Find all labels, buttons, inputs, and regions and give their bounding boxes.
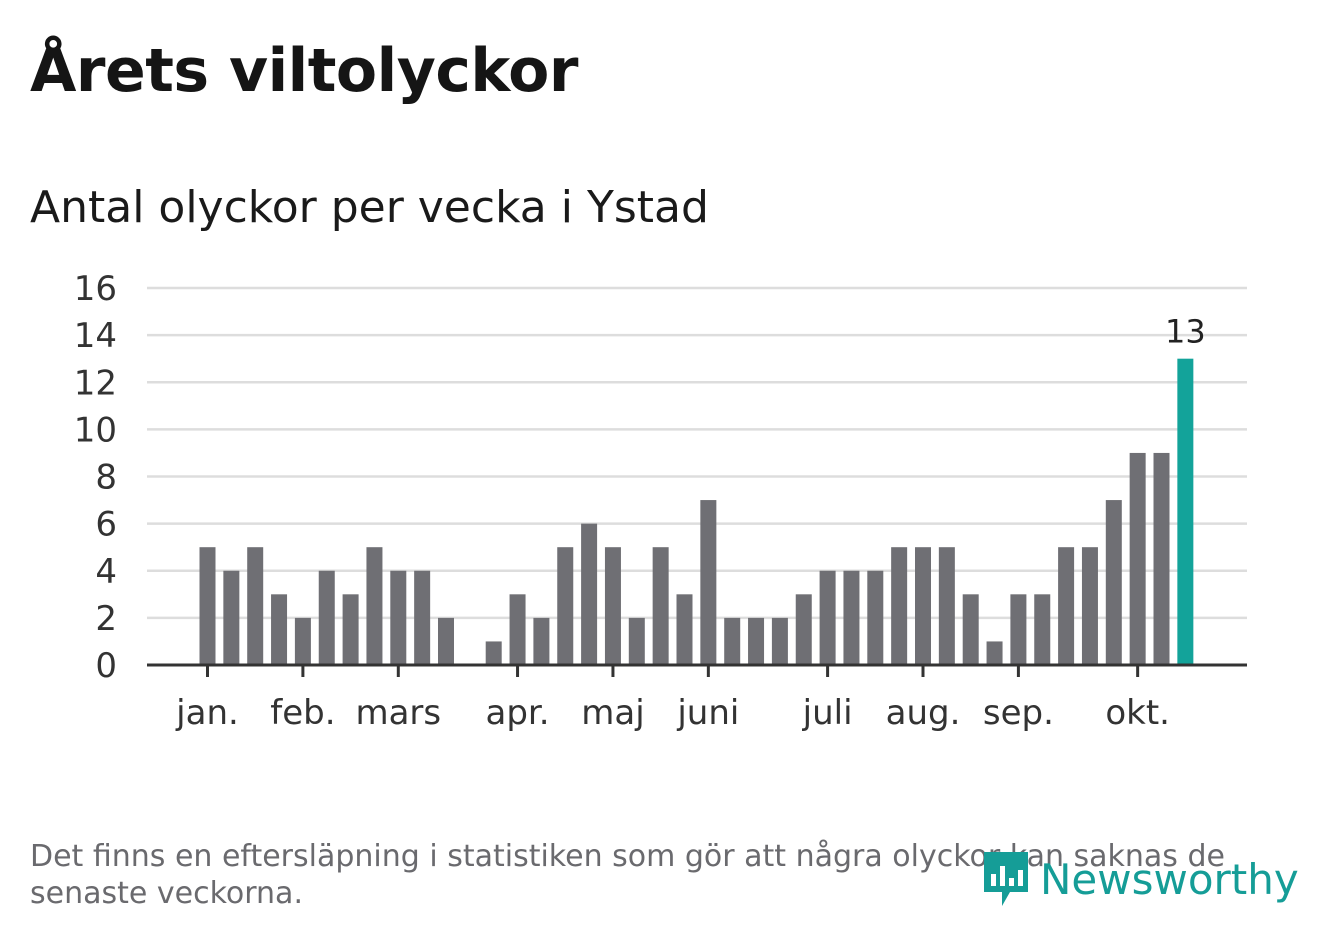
bar xyxy=(1153,452,1170,665)
bar-chart: 0 2 4 6 8 10 12 14 16 13 jan. feb. mars apr. maj juni ju… xyxy=(74,269,1247,733)
bar xyxy=(223,570,240,665)
y-tick-label: 2 xyxy=(95,599,117,639)
bar xyxy=(628,617,645,665)
bar-highlight xyxy=(1177,358,1194,665)
bar xyxy=(819,570,836,665)
y-tick-label: 6 xyxy=(95,505,117,545)
y-tick-label: 0 xyxy=(95,646,117,686)
x-tick-label: juni xyxy=(676,693,739,733)
bar xyxy=(581,523,598,665)
x-tick-label: apr. xyxy=(486,693,550,733)
bar xyxy=(771,617,788,665)
chart-title: Årets viltolyckor xyxy=(30,36,579,106)
bar xyxy=(294,617,311,665)
x-tick-label: maj xyxy=(581,693,644,733)
y-tick-label: 4 xyxy=(95,552,117,592)
bar xyxy=(318,570,335,665)
bar xyxy=(843,570,860,665)
bar xyxy=(962,594,979,665)
bar xyxy=(1010,594,1027,665)
bar xyxy=(271,594,288,665)
y-tick-label: 8 xyxy=(95,458,117,498)
bar xyxy=(199,547,216,665)
x-tick-label: jan. xyxy=(175,693,239,733)
bar xyxy=(247,547,264,665)
bar xyxy=(986,641,1003,665)
bar xyxy=(652,547,669,665)
bar xyxy=(891,547,908,665)
bar xyxy=(533,617,550,665)
bar xyxy=(1129,452,1146,665)
bar xyxy=(438,617,454,665)
chart-subtitle: Antal olyckor per vecka i Ystad xyxy=(30,182,709,233)
newsworthy-logo: Newsworthy xyxy=(980,848,1299,910)
bar xyxy=(1105,500,1122,665)
bar xyxy=(676,594,693,665)
y-tick-label: 12 xyxy=(74,363,117,403)
bar xyxy=(700,500,717,665)
bar xyxy=(390,570,407,665)
bar xyxy=(938,547,955,665)
x-tick-label: sep. xyxy=(983,693,1054,733)
y-tick-label: 14 xyxy=(74,316,117,356)
bar xyxy=(1058,547,1075,665)
data-label: 13 xyxy=(1165,313,1206,351)
x-tick-label: mars xyxy=(355,693,441,733)
bar xyxy=(366,547,383,665)
logo-text: Newsworthy xyxy=(1040,854,1299,904)
newsworthy-logo-icon xyxy=(984,852,1028,906)
bar xyxy=(509,594,526,665)
x-tick-label: juli xyxy=(802,693,853,733)
bar xyxy=(414,570,431,665)
bar xyxy=(485,641,502,665)
x-tick-label: okt. xyxy=(1105,693,1170,733)
x-tick-label: feb. xyxy=(270,693,335,733)
bar xyxy=(1034,594,1051,665)
bar xyxy=(748,617,765,665)
bar xyxy=(724,617,741,665)
bar xyxy=(557,547,574,665)
bar xyxy=(915,547,931,665)
bar xyxy=(1081,547,1098,665)
bar xyxy=(342,594,359,665)
bar xyxy=(795,594,812,665)
bar xyxy=(867,570,884,665)
y-tick-label: 16 xyxy=(74,269,117,309)
x-tick-label: aug. xyxy=(886,693,961,733)
y-tick-label: 10 xyxy=(74,410,117,450)
bar xyxy=(604,547,621,665)
